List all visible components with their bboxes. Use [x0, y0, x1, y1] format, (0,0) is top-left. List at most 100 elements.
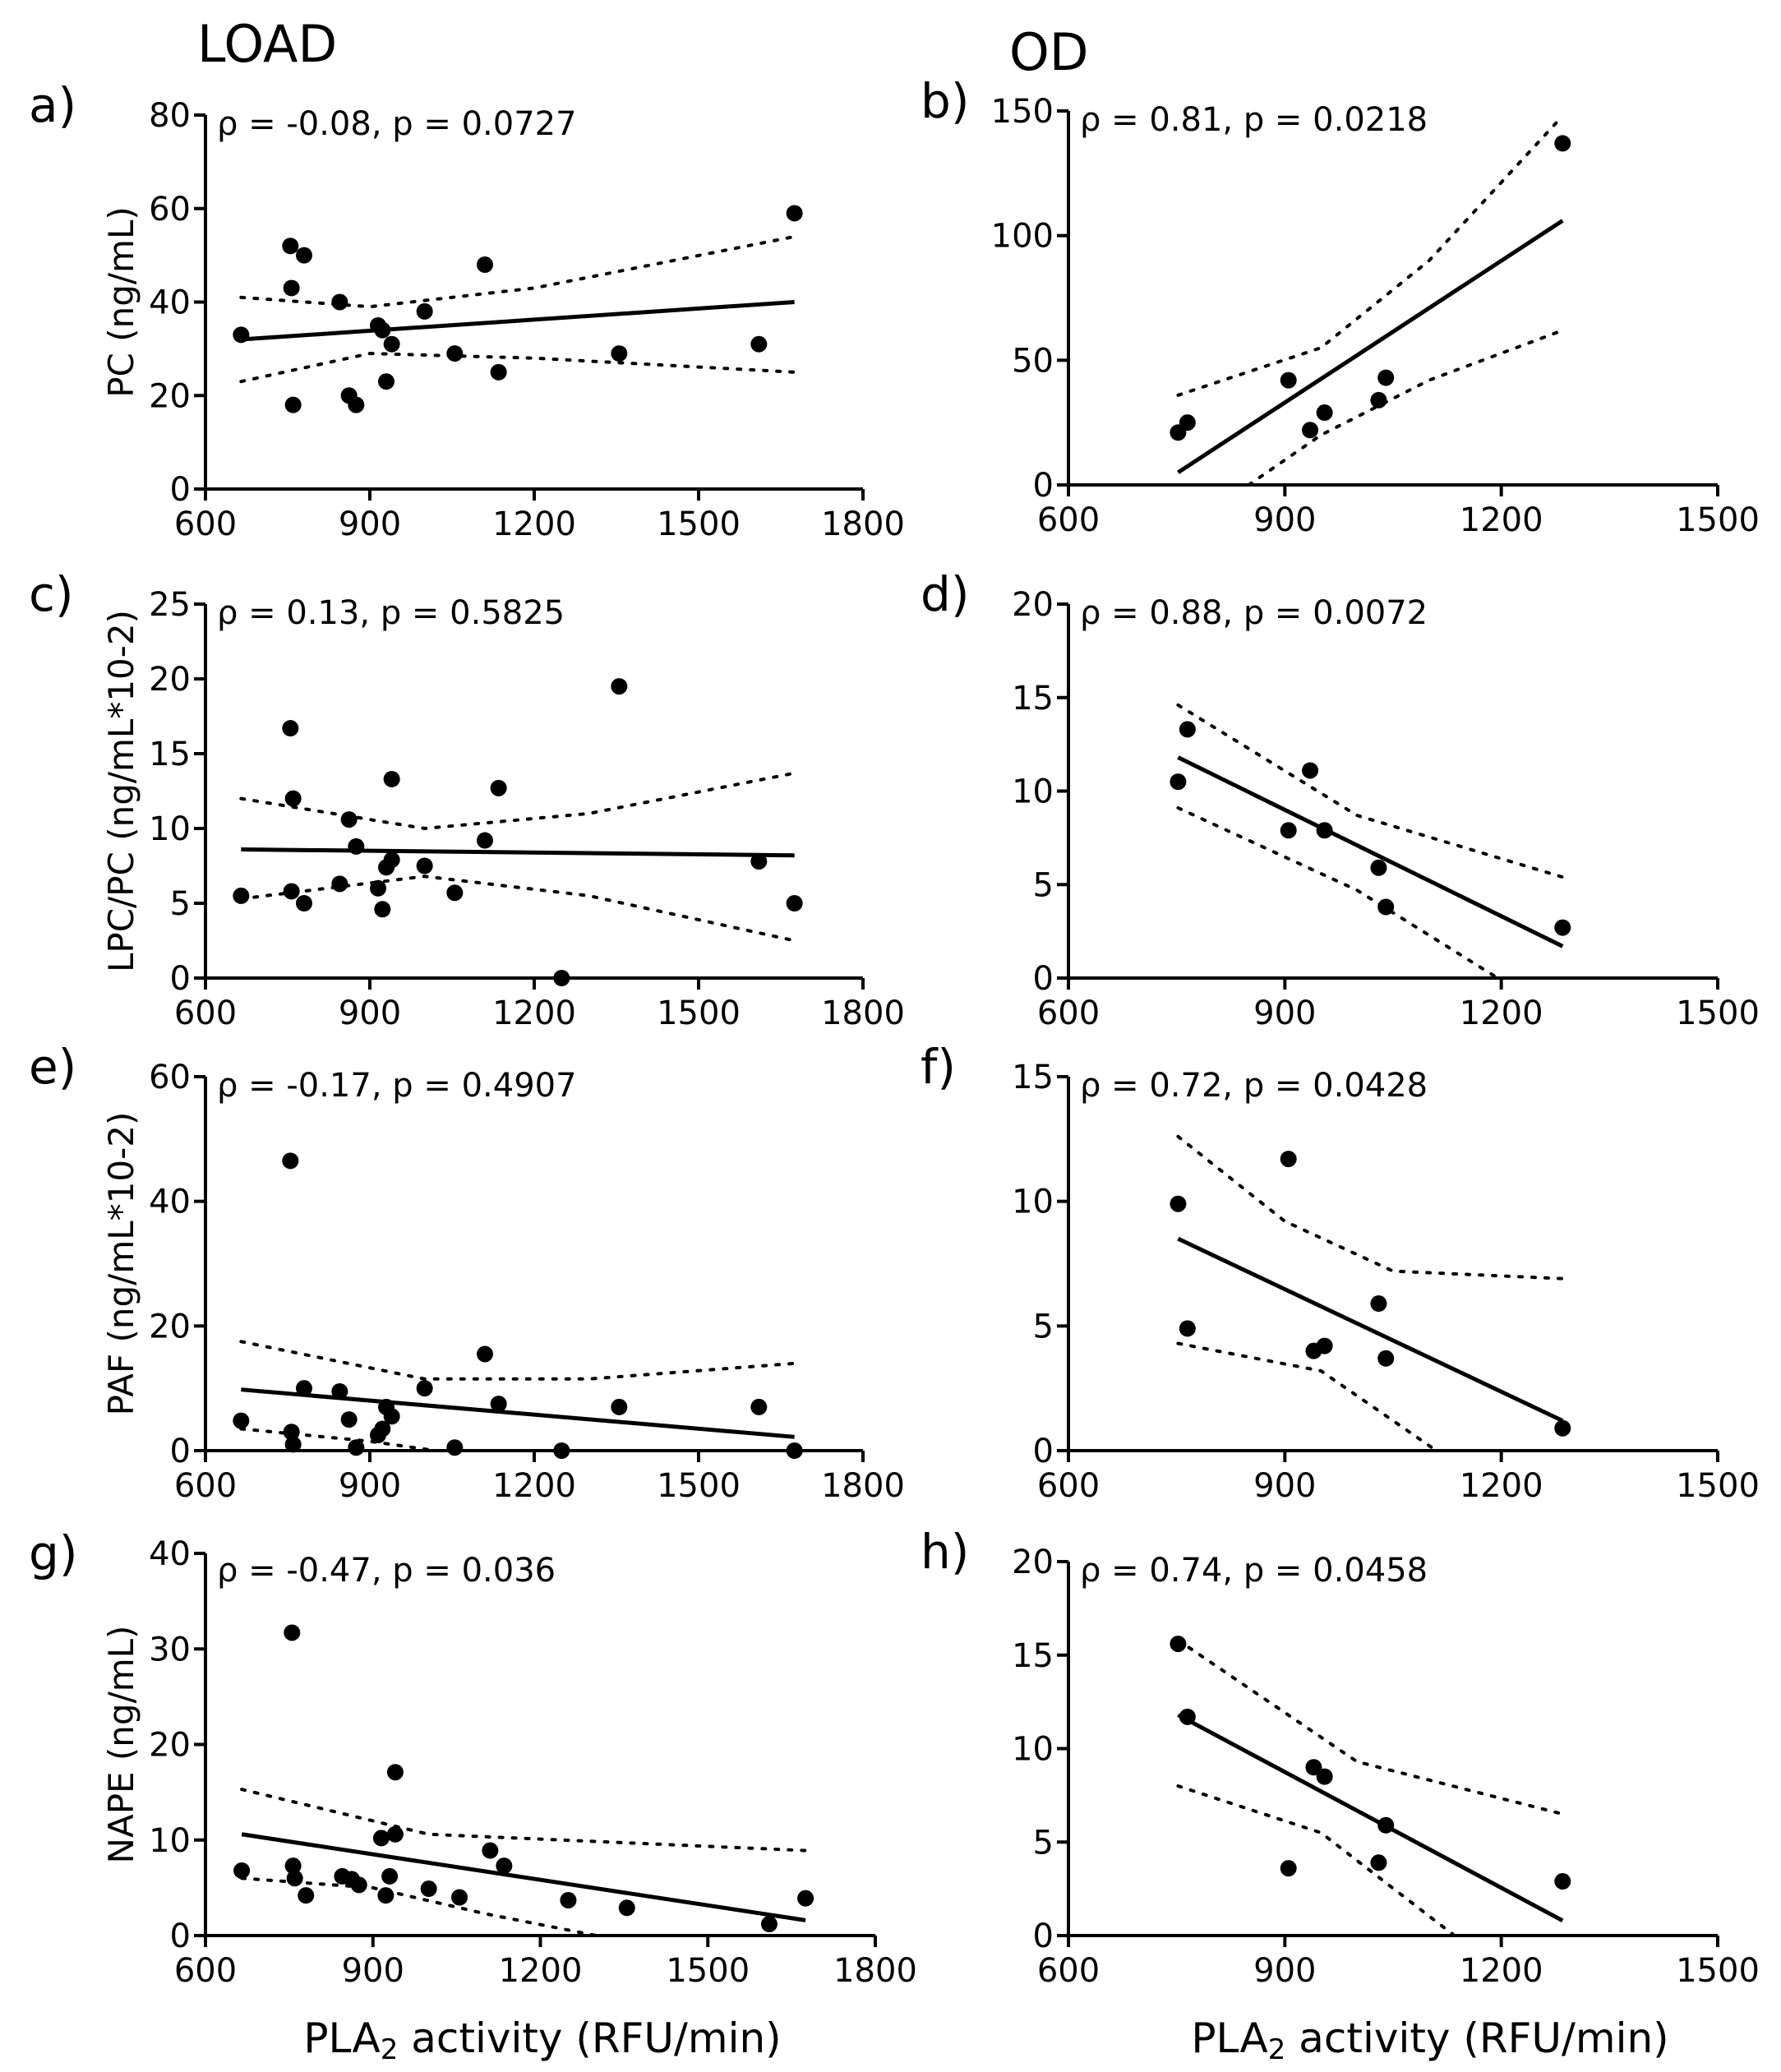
x-tick-label: 1200 [499, 1952, 583, 1990]
y-tick-label: 0 [170, 1433, 191, 1470]
y-tick-label: 60 [149, 1059, 191, 1096]
data-point [370, 879, 386, 897]
y-tick-label: 0 [1033, 467, 1054, 505]
data-point [477, 1345, 493, 1363]
data-point [386, 1764, 404, 1781]
data-point [378, 373, 394, 390]
y-tick-label: 40 [149, 1535, 191, 1573]
data-point [296, 1380, 312, 1397]
ci-upper-line [1176, 703, 1565, 879]
y-tick-label: 0 [1033, 1433, 1054, 1470]
data-point [1280, 1860, 1297, 1877]
data-point [1170, 773, 1187, 791]
data-point [233, 326, 250, 344]
y-tick-label: 15 [1012, 1637, 1054, 1675]
data-point [618, 1899, 635, 1917]
x-tick-label: 1500 [1676, 501, 1760, 539]
x-tick-label: 900 [342, 1952, 404, 1990]
x-axis-title-suffix: activity (RFU/min) [398, 2014, 781, 2062]
data-point [1554, 135, 1571, 152]
data-point [1179, 721, 1196, 738]
data-point [477, 832, 493, 849]
panel-label: h) [920, 1524, 969, 1580]
data-point [1179, 1708, 1196, 1725]
y-tick-label: 15 [149, 736, 191, 773]
x-axis-title-od: PLA2 activity (RFU/min) [1191, 2014, 1668, 2066]
data-point [490, 1396, 507, 1413]
y-tick-label: 20 [149, 377, 191, 415]
correlation-annotation: ρ = -0.47, p = 0.036 [217, 1552, 556, 1590]
y-tick-label: 10 [149, 810, 191, 848]
y-axis-label: NAPE (ng/mL) [101, 1626, 141, 1864]
x-tick-label: 600 [174, 505, 237, 543]
x-tick-label: 600 [174, 994, 237, 1032]
panel-h: 600 900 1200 1500 0 5 10 15 20 h) ρ = 0.74, p = 0.… [920, 1524, 1760, 1990]
correlation-annotation: ρ = 0.88, p = 0.0072 [1080, 594, 1428, 632]
data-point [1305, 1759, 1322, 1776]
data-point [233, 1862, 251, 1879]
x-axis-title-subscript: 2 [381, 2033, 399, 2066]
data-point [284, 1624, 301, 1641]
data-point [348, 1439, 365, 1456]
y-tick-label: 0 [170, 960, 191, 998]
x-tick-label: 900 [339, 1467, 401, 1505]
data-point [383, 1408, 400, 1425]
x-tick-label: 900 [1253, 1952, 1316, 1990]
x-tick-label: 1800 [821, 1467, 905, 1505]
y-tick-label: 60 [149, 191, 191, 228]
ci-lower-line [239, 1427, 437, 1452]
data-point [420, 1880, 437, 1898]
data-point [350, 1876, 367, 1894]
panel-label: f) [920, 1039, 956, 1095]
y-tick-label: 0 [1033, 1917, 1054, 1955]
data-point [1170, 1195, 1187, 1212]
ci-upper-line [1176, 1638, 1565, 1816]
data-point [284, 790, 302, 807]
data-point [1377, 898, 1395, 916]
regression-line [241, 300, 795, 342]
data-point [553, 970, 570, 986]
x-tick-label: 600 [174, 1467, 237, 1505]
data-point [482, 1842, 499, 1859]
panel-b: 600 900 1200 1500 0 50 100 150 b) ρ = 0.81, p = 0… [920, 73, 1760, 539]
ci-lower-line [240, 1876, 598, 1937]
data-point [282, 238, 299, 255]
data-point [340, 811, 358, 828]
data-point [283, 883, 300, 900]
regression-line [241, 847, 795, 858]
data-point [283, 279, 300, 297]
regression-line [1177, 1713, 1564, 1923]
y-tick-label: 15 [1012, 680, 1054, 718]
data-point [1377, 1816, 1395, 1834]
data-point [1280, 1151, 1297, 1168]
data-point [233, 1412, 250, 1429]
data-point [1370, 1295, 1387, 1313]
y-tick-label: 100 [991, 218, 1054, 256]
x-tick-label: 1200 [1460, 1952, 1543, 1990]
data-point [1316, 1337, 1333, 1354]
y-tick-label: 30 [149, 1631, 191, 1668]
x-axis-title-prefix: PLA [1191, 2014, 1267, 2062]
data-point [611, 678, 628, 695]
x-tick-label: 900 [339, 994, 401, 1032]
x-tick-label: 600 [1037, 501, 1100, 539]
column-title-od: OD [1009, 22, 1089, 82]
data-point [284, 1436, 302, 1453]
data-point [233, 887, 250, 904]
y-tick-label: 0 [170, 1917, 191, 1955]
regression-line [1177, 755, 1564, 948]
x-axis-title-load: PLA2 activity (RFU/min) [303, 2014, 781, 2066]
x-tick-label: 600 [1037, 1952, 1100, 1990]
data-point [374, 901, 391, 918]
data-point [1179, 1320, 1196, 1337]
data-point [1370, 391, 1387, 408]
x-tick-label: 1500 [657, 1467, 741, 1505]
data-point [477, 256, 493, 273]
x-tick-label: 1800 [833, 1952, 917, 1990]
x-tick-label: 900 [1253, 501, 1316, 539]
y-tick-label: 0 [170, 471, 191, 509]
data-point [374, 1420, 391, 1437]
data-point [383, 335, 400, 353]
data-point [416, 857, 433, 874]
